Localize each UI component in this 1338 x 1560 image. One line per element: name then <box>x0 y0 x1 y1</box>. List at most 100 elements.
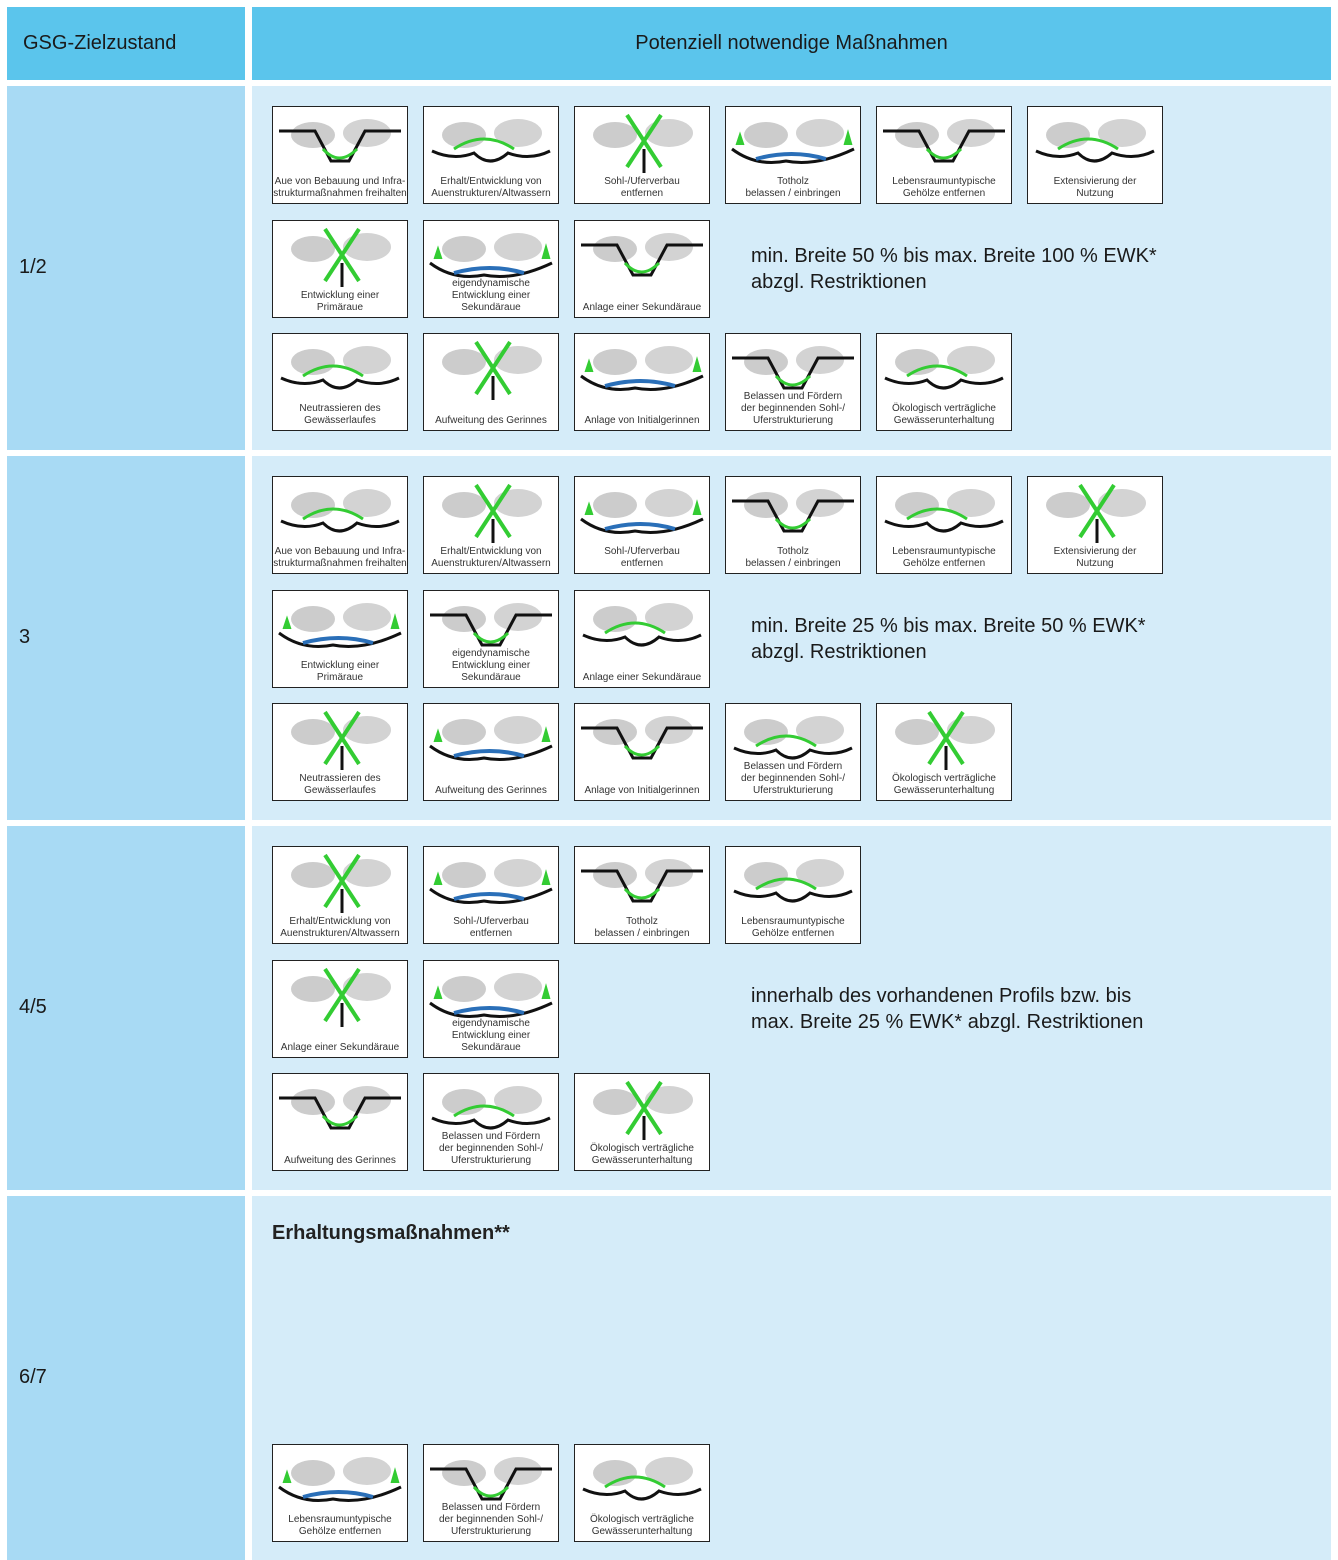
shape <box>604 621 666 634</box>
measure-icon: eigendynamische Entwicklung einer Sekundär… <box>423 959 559 1058</box>
shape <box>645 489 693 517</box>
shape <box>442 605 486 632</box>
shape <box>442 975 486 1002</box>
shape <box>774 517 812 530</box>
pictogram <box>581 716 703 760</box>
icon-caption: Ökologisch verträgliche Gewässerunterhalt… <box>877 773 1011 797</box>
shape <box>494 119 542 147</box>
shape <box>279 1096 401 1130</box>
row-label: 3 <box>19 626 31 648</box>
row-label-cell: 1/2 <box>7 86 245 450</box>
shape <box>744 719 788 745</box>
icon-caption: Anlage von Initialgerinnen <box>575 415 709 427</box>
shape <box>645 716 693 744</box>
shape <box>625 113 663 169</box>
shape <box>302 635 374 645</box>
shape <box>584 356 702 373</box>
pictogram <box>429 232 553 278</box>
icon-caption: Aufweitung des Gerinnes <box>424 415 558 427</box>
caption-line: Nutzung <box>1076 188 1114 199</box>
shape <box>895 122 939 148</box>
caption-line: Sekundäraue <box>461 671 521 683</box>
pictogram <box>280 489 400 533</box>
shape <box>291 235 335 262</box>
shape <box>645 346 693 374</box>
caption-line: Belassen und Fördern <box>743 761 843 772</box>
measure-icon: eigendynamische Entwicklung einer Sekundär… <box>423 219 559 318</box>
measure-icon: Lebensraumuntypische Gehölze entfernen <box>272 1444 408 1542</box>
shape <box>604 1475 666 1489</box>
caption-line: Uferstrukturierung <box>450 1155 532 1166</box>
icon-caption: Anlage einer Sekundäraue <box>575 672 709 684</box>
icon-caption: Entwicklung einer Primäraue <box>273 660 407 684</box>
measure-icon: Extensivierung der Nutzung <box>1027 106 1163 204</box>
icon-caption: Belassen und Fördern der beginnenden Sohl… <box>424 1131 558 1167</box>
icon-caption: Ökologisch verträgliche Gewässerunterhalt… <box>575 1143 709 1167</box>
shape <box>291 492 335 518</box>
shape <box>494 232 542 261</box>
row-label-cell: 4/5 <box>7 826 245 1190</box>
shape <box>625 1080 663 1136</box>
shape <box>474 483 512 539</box>
caption-line: Entwicklung einer <box>451 1029 531 1041</box>
shape <box>291 975 335 1002</box>
caption-line: Belassen und Fördern <box>441 1131 541 1142</box>
caption-line: Belassen und Fördern <box>743 391 843 402</box>
pictogram <box>280 346 400 390</box>
measure-icon: Aufweitung des Gerinnes <box>423 703 559 801</box>
shape <box>604 522 676 531</box>
caption-line: der beginnenden Sohl-/ <box>439 1514 543 1525</box>
shape <box>1098 119 1146 147</box>
shape <box>323 967 361 1022</box>
caption-line: Lebensraumuntypische <box>892 176 996 187</box>
icon-caption: Totholz belassen / einbringen <box>726 546 860 570</box>
pictogram <box>291 710 391 770</box>
measure-icon: Aufweitung des Gerinnes <box>272 1073 408 1171</box>
shape <box>755 734 817 748</box>
shape <box>744 862 788 888</box>
caption-line: Sekundäraue <box>461 1041 521 1053</box>
shape <box>431 1116 551 1130</box>
measure-icon: Totholz belassen / einbringen <box>725 106 861 204</box>
shape <box>442 1460 486 1486</box>
pictogram <box>278 1457 402 1502</box>
measure-icon: Belassen und Fördern der beginnenden Sohl… <box>423 1444 559 1542</box>
header-cell: Potenziell notwendige Maßnahmen <box>252 7 1331 80</box>
shape <box>280 519 400 533</box>
measure-icon: Neutrassieren des Gewässerlaufes <box>272 333 408 431</box>
shape <box>593 862 637 888</box>
shape <box>442 349 486 375</box>
shape <box>433 242 551 259</box>
shape <box>947 716 995 744</box>
shape <box>431 149 551 163</box>
icon-caption: Aue von Bebauung und Infra-strukturmaßna… <box>273 546 407 570</box>
shape <box>453 1005 525 1015</box>
shape <box>593 719 637 745</box>
pictogram <box>581 232 703 276</box>
shape <box>796 859 844 887</box>
shape <box>291 122 335 148</box>
icon-caption: Belassen und Fördern der beginnenden Sohl… <box>726 761 860 797</box>
shape <box>302 1490 374 1499</box>
shape <box>280 376 400 390</box>
note-line: abzgl. Restriktionen <box>751 270 927 293</box>
row-label-cell: 6/7 <box>7 1196 245 1560</box>
caption-line: belassen / einbringen <box>745 188 841 199</box>
pictogram <box>430 602 552 646</box>
icon-caption: Extensivierung der Nutzung <box>1028 176 1162 200</box>
shape <box>494 716 542 744</box>
caption-line: Gewässerunterhaltung <box>591 1155 693 1166</box>
shape <box>433 982 551 999</box>
shape <box>735 129 853 146</box>
shape <box>906 507 968 521</box>
shape <box>442 1089 486 1115</box>
measure-icon: Totholz belassen / einbringen <box>725 476 861 574</box>
shape <box>732 356 854 390</box>
shape <box>623 744 661 757</box>
measure-icon: Aue von Bebauung und Infra-strukturmaßna… <box>272 476 408 574</box>
pictogram <box>733 859 853 903</box>
measure-icon: Ökologisch verträgliche Gewässerunterhalt… <box>574 1073 710 1171</box>
shape <box>429 744 553 761</box>
icon-caption: eigendynamische Entwicklung einer Sekundär… <box>424 1018 558 1054</box>
caption-line: Nutzung <box>1076 558 1114 569</box>
